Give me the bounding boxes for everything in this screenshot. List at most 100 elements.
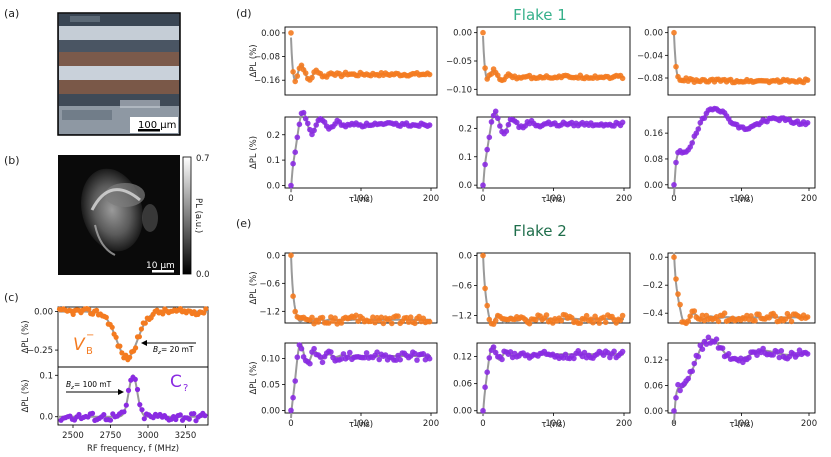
x-tick-label: 200: [616, 194, 632, 204]
data-point: [619, 348, 626, 355]
data-point: [569, 315, 575, 321]
data-point: [754, 352, 760, 359]
data-point: [778, 348, 785, 354]
data-point: [414, 357, 420, 363]
data-point: [338, 320, 345, 326]
x-tick-label: 100: [733, 194, 749, 204]
data-point: [671, 408, 677, 414]
data-point: [480, 407, 486, 414]
c-bz-bottom-sub: z: [70, 385, 74, 391]
data-point: [611, 348, 617, 355]
x-tick-label: 200: [801, 194, 817, 204]
data-point: [673, 395, 679, 401]
data-point: [486, 316, 493, 323]
data-point: [482, 384, 488, 391]
y-tick-label: 0.00: [261, 29, 280, 39]
c-bot-point: [76, 411, 82, 418]
c-top-point: [119, 350, 125, 356]
y-tick-label: 0.0: [649, 253, 663, 263]
c-bot-point: [202, 413, 208, 419]
data-point: [503, 128, 510, 134]
data-point: [505, 121, 512, 128]
y-tick-label: 0.00: [261, 406, 280, 416]
data-point: [307, 126, 313, 133]
data-point: [746, 354, 752, 361]
data-point: [752, 317, 758, 324]
c-bz-top: B: [153, 345, 158, 354]
data-point: [347, 349, 353, 356]
data-point: [482, 161, 488, 168]
x-axis-label: τ (ns): [349, 420, 373, 430]
x-axis-label: τ (ns): [729, 420, 753, 430]
c-top-point: [86, 306, 92, 312]
data-point: [499, 356, 505, 363]
rabi-panel-e-1-bottom: 0.00 0.05 0.10 0 100 200 τ (ns) ΔPL (%): [249, 342, 439, 430]
c-bot-point: [193, 418, 199, 424]
data-point: [490, 112, 497, 119]
data-point: [405, 319, 412, 325]
data-point: [760, 345, 766, 352]
y-axis-label: ΔPL (%): [249, 361, 259, 394]
data-point: [302, 115, 309, 122]
data-point: [605, 349, 611, 356]
data-point: [319, 359, 326, 366]
data-point: [480, 182, 486, 188]
x-tick-label: 0: [288, 419, 293, 429]
data-point: [332, 315, 338, 321]
data-point: [426, 71, 433, 78]
rabi-panel-d-3-bottom: 0.00 0.08 0.16 0 100 200 τ (ns): [644, 105, 817, 205]
c-x-tick-label: 2750: [100, 431, 122, 441]
c-top-point: [138, 326, 144, 332]
data-point: [685, 375, 691, 382]
data-point: [361, 354, 368, 361]
data-point: [484, 302, 491, 309]
data-point: [788, 318, 795, 325]
c-top-y-tick-label: 0.00: [34, 308, 53, 318]
c-bot-point: [139, 407, 145, 413]
c-c-label: C: [170, 372, 182, 392]
y-tick-label: −0.05: [446, 57, 472, 67]
panel-a-scalebar-label: 100 µm: [138, 120, 176, 131]
data-point: [288, 252, 294, 259]
data-point: [583, 312, 590, 319]
data-point: [677, 301, 683, 308]
y-tick-label: 0.10: [261, 355, 280, 365]
y-tick-label: −0.2: [642, 281, 663, 291]
panel-frame: [476, 26, 631, 96]
c-top-y-label: ΔPL (%): [21, 320, 31, 353]
data-point: [673, 63, 679, 70]
c-top-point: [201, 310, 207, 316]
c-bot-point: [121, 409, 127, 415]
data-point: [550, 320, 556, 326]
y-axis-label: ΔPL (%): [249, 271, 259, 304]
data-point: [290, 293, 296, 300]
c-vb-sub: B: [86, 346, 93, 357]
y-tick-label: −0.08: [254, 53, 280, 63]
panel-a-scalebar: [138, 129, 160, 132]
data-point: [294, 354, 301, 361]
c-bot-y-tick-label: 0.0: [39, 413, 53, 423]
panel-b-colorbar-min: 0.0: [196, 270, 210, 280]
data-point: [571, 355, 577, 362]
data-point: [389, 320, 395, 327]
data-point: [416, 313, 422, 320]
data-point: [691, 308, 698, 314]
panel-frame: [667, 252, 816, 324]
y-tick-label: 0.2: [266, 131, 280, 141]
data-point: [673, 276, 679, 282]
c-arrow-bot-head: [118, 389, 124, 395]
c-bot-point: [125, 387, 132, 393]
data-point: [305, 120, 311, 127]
data-point: [725, 351, 732, 357]
data-point: [691, 360, 698, 367]
data-point: [619, 75, 626, 82]
data-point: [407, 314, 414, 321]
c-top-point: [94, 307, 100, 313]
data-point: [294, 134, 301, 141]
y-tick-label: −1.2: [259, 307, 280, 317]
data-point: [292, 308, 299, 315]
data-point: [577, 320, 584, 326]
c-top-point: [103, 314, 109, 320]
panel-label-d: (d): [236, 7, 252, 20]
